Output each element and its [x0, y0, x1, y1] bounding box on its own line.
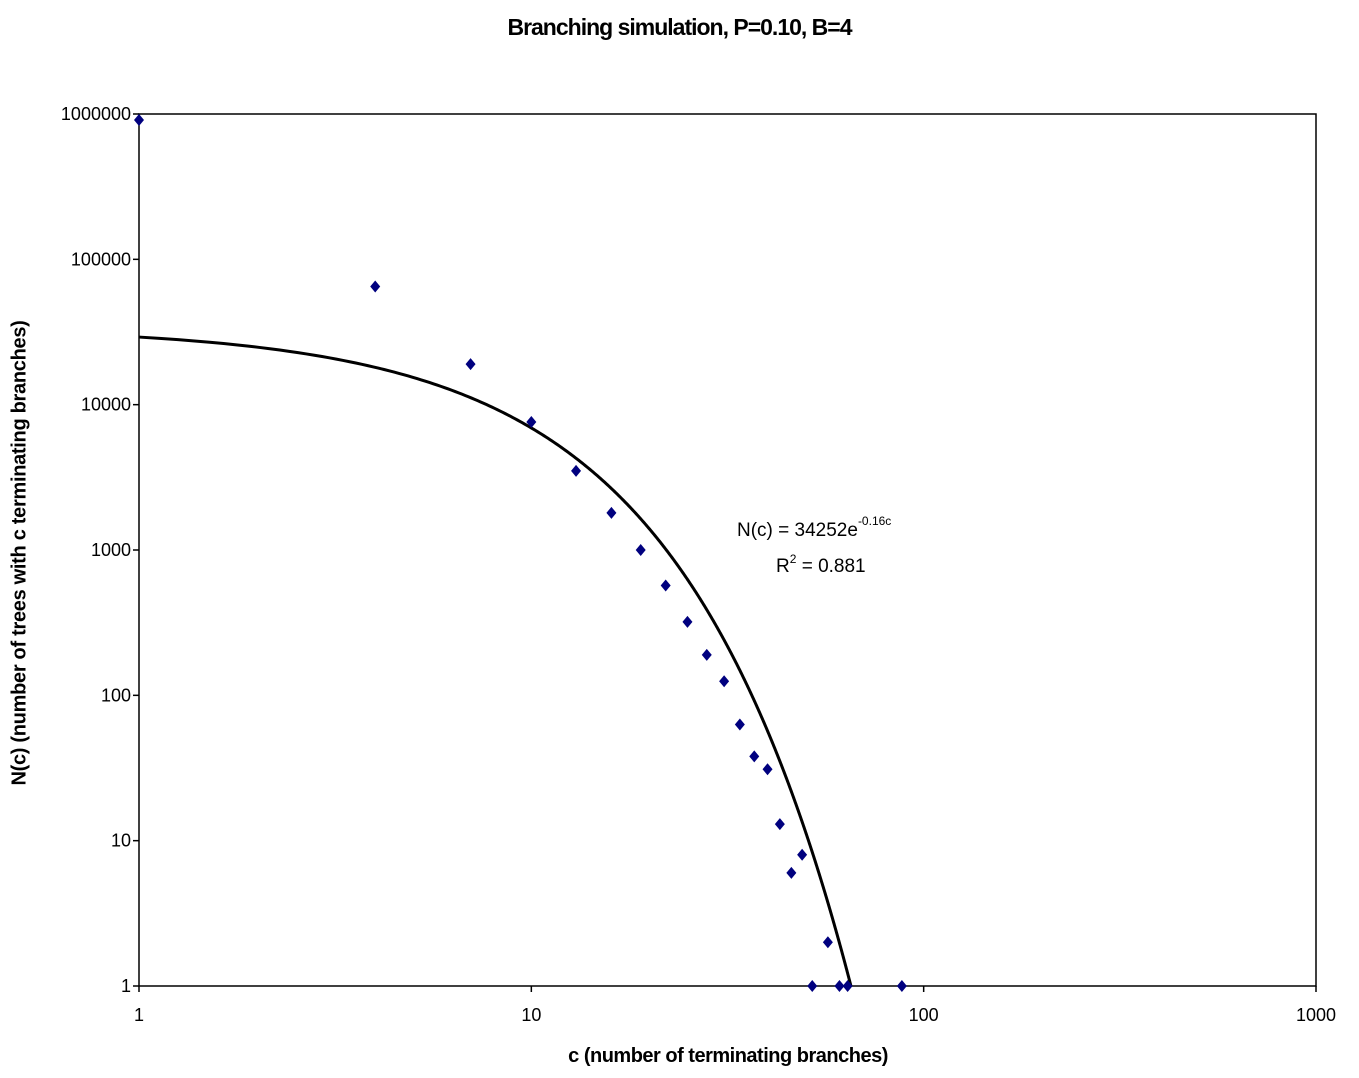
y-tick-label: 10 [111, 831, 131, 851]
y-axis-label: N(c) (number of trees with c terminating… [8, 320, 31, 786]
data-point [786, 866, 797, 879]
plot-frame [138, 113, 1317, 987]
data-point [465, 358, 476, 371]
data-point [635, 544, 646, 556]
y-tick-label: 1000000 [61, 104, 131, 124]
data-point [896, 980, 907, 992]
x-tick-label: 10 [521, 1005, 541, 1025]
data-points [134, 113, 907, 992]
data-point [822, 936, 833, 949]
y-tick-label: 100000 [71, 249, 131, 269]
x-axis-label: c (number of terminating branches) [568, 1045, 888, 1067]
data-point [834, 980, 845, 992]
data-point [701, 648, 712, 661]
data-point [370, 280, 381, 293]
data-point [734, 718, 745, 731]
chart-title: Branching simulation, P=0.10, B=4 [507, 14, 852, 40]
trendline-equation: N(c) = 34252e-0.16c [737, 514, 891, 541]
data-point [762, 763, 773, 776]
y-tick-label: 1 [121, 976, 131, 996]
data-point [807, 980, 818, 992]
data-point [682, 615, 693, 628]
data-point [749, 750, 760, 763]
data-point [571, 464, 582, 477]
data-point [719, 675, 730, 688]
x-tick-label: 1000 [1296, 1005, 1336, 1025]
data-point [797, 848, 808, 861]
y-tick-label: 10000 [81, 395, 131, 415]
data-point [526, 415, 537, 428]
y-tick-label: 1000 [91, 540, 131, 560]
data-point [606, 506, 617, 519]
data-point [774, 818, 785, 831]
data-point [660, 579, 671, 592]
x-tick-label: 1 [134, 1005, 144, 1025]
y-tick-label: 100 [101, 685, 131, 705]
x-tick-label: 100 [909, 1005, 939, 1025]
axis-ticks: 1 10 100 1000 1 10 100 1000 10000 100000 1000000 [61, 104, 1336, 1025]
trendline-r-squared: R2 = 0.881 [776, 552, 866, 577]
data-point [134, 113, 144, 126]
data-point [842, 980, 853, 992]
trendline [138, 335, 853, 987]
